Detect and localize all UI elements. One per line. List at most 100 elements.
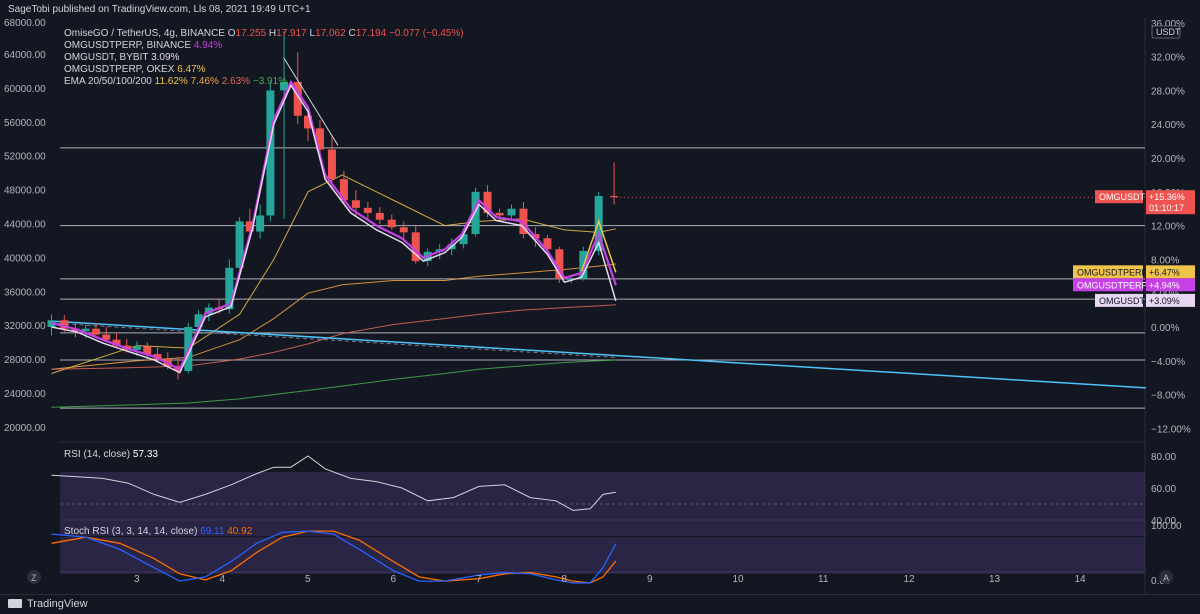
stoch-legend: Stoch RSI (3, 3, 14, 14, close) 69.11 40… bbox=[64, 526, 253, 537]
ema-legend-part: 11.62% bbox=[155, 76, 191, 87]
candle-body bbox=[363, 207, 372, 213]
x-axis-tick: 3 bbox=[134, 574, 140, 585]
candle-body bbox=[375, 212, 384, 220]
rsi-legend-part: 57.33 bbox=[133, 449, 158, 460]
candle bbox=[555, 246, 564, 284]
rsi-line bbox=[51, 455, 616, 511]
left-axis-tick: 24000.00 bbox=[4, 389, 46, 400]
bybit-value-tag-bg bbox=[1146, 293, 1195, 307]
candle bbox=[256, 204, 265, 239]
zoom-left-label: Z bbox=[31, 573, 37, 583]
x-axis-tick: 9 bbox=[647, 574, 653, 585]
legend-part: OmiseGO / TetherUS, 4g, BINANCE bbox=[64, 28, 228, 39]
x-axis-tick: 5 bbox=[305, 574, 311, 585]
candle bbox=[245, 208, 254, 235]
drawing-line bbox=[283, 58, 339, 146]
bybit-value-tag: +3.09% bbox=[1149, 296, 1180, 306]
stoch-k-line bbox=[51, 530, 617, 584]
overlay-legend-1: OMGUSDTPERP, BINANCE 4.94% bbox=[64, 40, 222, 51]
chart-canvas[interactable]: 64000.00 60000.00 56000.00 52000.00 48000.00… bbox=[0, 0, 1200, 594]
rsi-legend-part: RSI (14, close) bbox=[64, 449, 133, 460]
candle-body bbox=[507, 208, 516, 216]
right-axis-tick: 20.00% bbox=[1151, 154, 1185, 165]
candle bbox=[102, 327, 111, 343]
publisher-line: SageTobi published on TradingView.com, L… bbox=[8, 4, 311, 15]
candle-body bbox=[293, 81, 302, 116]
candle-body bbox=[495, 212, 504, 216]
candle-body bbox=[339, 179, 348, 201]
candle bbox=[327, 136, 336, 188]
rsi-axis-tick: 60.00 bbox=[1151, 484, 1176, 495]
overlay-value: 3.09% bbox=[151, 52, 179, 63]
left-axis-tick: 44000.00 bbox=[4, 220, 46, 231]
candle-body bbox=[304, 115, 312, 129]
overlay-value: 4.94% bbox=[194, 40, 222, 51]
right-axis-tick: −12.00% bbox=[1151, 424, 1191, 435]
bybit-symbol-tag: OMGUSDT bbox=[1099, 296, 1146, 306]
left-axis-tick: 28000.00 bbox=[4, 355, 46, 366]
candle-body bbox=[245, 221, 254, 232]
overlay-legend-2: OMGUSDT, BYBIT 3.09% bbox=[64, 52, 180, 63]
x-axis-tick: 14 bbox=[1075, 574, 1087, 585]
candle-body bbox=[543, 238, 552, 250]
candle bbox=[363, 201, 372, 222]
countdown-timer: 01:10:17 bbox=[1149, 203, 1184, 213]
overlay-legend-3: OMGUSDTPERP, OKEX 6.47% bbox=[64, 64, 206, 75]
footer-bar: TradingView bbox=[0, 594, 1200, 614]
candle bbox=[399, 221, 408, 239]
candle-body bbox=[266, 90, 275, 216]
binance-perp-value-tag-bg bbox=[1146, 278, 1195, 292]
zoom-left-button[interactable] bbox=[27, 570, 41, 584]
left-axis-tick: 36000.00 bbox=[4, 287, 46, 298]
candle-body bbox=[143, 346, 152, 355]
x-axis-tick: 4 bbox=[220, 574, 226, 585]
tradingview-logo[interactable]: TradingView bbox=[8, 598, 88, 610]
ema-legend-part: 7.46% bbox=[191, 76, 222, 87]
ema-line-3 bbox=[51, 304, 616, 370]
candle-body bbox=[112, 339, 121, 346]
overlay-label: OMGUSDTPERP, BINANCE bbox=[64, 40, 194, 51]
okex-symbol-tag-bg bbox=[1073, 265, 1143, 279]
rsi-legend: RSI (14, close) 57.33 bbox=[64, 449, 158, 460]
tradingview-icon bbox=[8, 599, 22, 608]
rsi-axis-tick: 40.00 bbox=[1151, 516, 1176, 527]
candle bbox=[153, 345, 162, 363]
candle bbox=[375, 207, 384, 224]
candle-body bbox=[204, 307, 213, 315]
trendline-dashed bbox=[51, 322, 616, 358]
okex-value-tag-bg bbox=[1146, 265, 1195, 279]
candle-body bbox=[610, 196, 619, 198]
candle-body bbox=[327, 149, 336, 180]
trendline bbox=[51, 320, 1146, 389]
x-axis-tick: 8 bbox=[562, 574, 568, 585]
candle-body bbox=[555, 249, 564, 279]
candle bbox=[280, 31, 289, 219]
ema-legend: EMA 20/50/100/200 11.62% 7.46% 2.63% −3.… bbox=[64, 76, 287, 87]
legend-part: 17.062 bbox=[315, 28, 348, 39]
right-axis-tick: 36.00% bbox=[1151, 19, 1185, 30]
right-axis-tick: 0.00% bbox=[1151, 323, 1179, 334]
currency-box bbox=[1151, 25, 1181, 39]
ema-legend-part: EMA 20/50/100/200 bbox=[64, 76, 155, 87]
candle-body bbox=[459, 234, 468, 245]
auto-scale-button[interactable] bbox=[1159, 570, 1173, 584]
candle bbox=[610, 162, 619, 205]
main-symbol-tag: OMGUSDT bbox=[1099, 192, 1146, 202]
legend-part: O bbox=[228, 28, 236, 39]
main-value-tag-bg bbox=[1146, 190, 1195, 215]
okex-value-tag: +6.47% bbox=[1149, 267, 1180, 277]
left-axis-tick: 20000.00 bbox=[4, 423, 46, 434]
overlay-line-2 bbox=[51, 83, 617, 374]
legend-part: 17.255 bbox=[236, 28, 269, 39]
candle bbox=[387, 214, 396, 230]
legend-part: C bbox=[348, 28, 355, 39]
stoch-legend-part: Stoch RSI (3, 3, 14, 14, close) bbox=[64, 526, 200, 537]
right-axis-tick: −4.00% bbox=[1151, 357, 1185, 368]
x-axis-tick: 7 bbox=[476, 574, 482, 585]
candle bbox=[133, 341, 141, 356]
candle-body bbox=[315, 128, 324, 150]
candle-body bbox=[256, 215, 265, 232]
x-axis-tick: 10 bbox=[733, 574, 745, 585]
x-axis-tick: 12 bbox=[904, 574, 916, 585]
candle-body bbox=[351, 200, 360, 208]
